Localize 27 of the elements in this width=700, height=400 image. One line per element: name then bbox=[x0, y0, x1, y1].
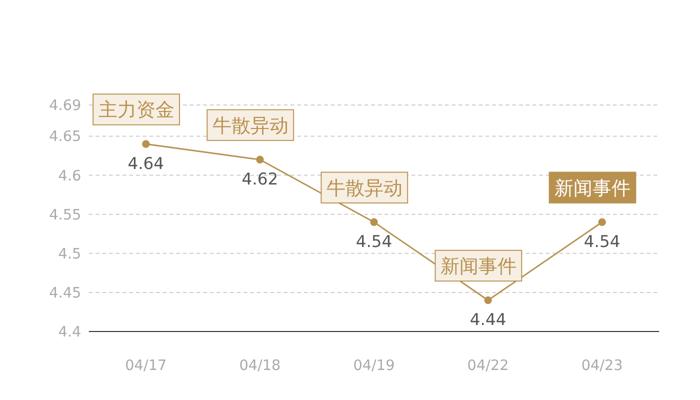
x-tick-label: 04/23 bbox=[581, 358, 623, 374]
data-label: 4.44 bbox=[470, 310, 506, 330]
annotation: 牛散异动 bbox=[326, 176, 402, 200]
point bbox=[256, 156, 264, 164]
annotation: 新闻事件 bbox=[554, 176, 630, 200]
data-label: 4.54 bbox=[356, 232, 392, 252]
y-tick-label: 4.69 bbox=[49, 98, 82, 114]
point bbox=[370, 218, 378, 226]
annotation: 主力资金 bbox=[98, 98, 174, 122]
y-tick-label: 4.4 bbox=[58, 324, 82, 341]
point bbox=[484, 296, 492, 304]
x-tick-label: 04/19 bbox=[353, 358, 395, 374]
y-tick-label: 4.45 bbox=[49, 286, 82, 302]
x-tick-label: 04/18 bbox=[239, 358, 281, 374]
y-tick-label: 4.6 bbox=[58, 168, 82, 184]
y-tick-label: 4.5 bbox=[58, 246, 82, 262]
y-tick-label: 4.65 bbox=[49, 129, 82, 146]
x-tick-label: 04/17 bbox=[125, 358, 167, 374]
data-label: 4.54 bbox=[584, 232, 620, 252]
y-tick-label: 4.55 bbox=[49, 207, 82, 224]
point bbox=[142, 140, 150, 148]
data-label: 4.62 bbox=[242, 170, 278, 189]
x-tick-label: 04/22 bbox=[467, 358, 509, 374]
data-label: 4.64 bbox=[128, 154, 164, 173]
annotation: 新闻事件 bbox=[440, 254, 516, 278]
point bbox=[598, 218, 606, 226]
annotation: 牛散异动 bbox=[212, 114, 288, 137]
